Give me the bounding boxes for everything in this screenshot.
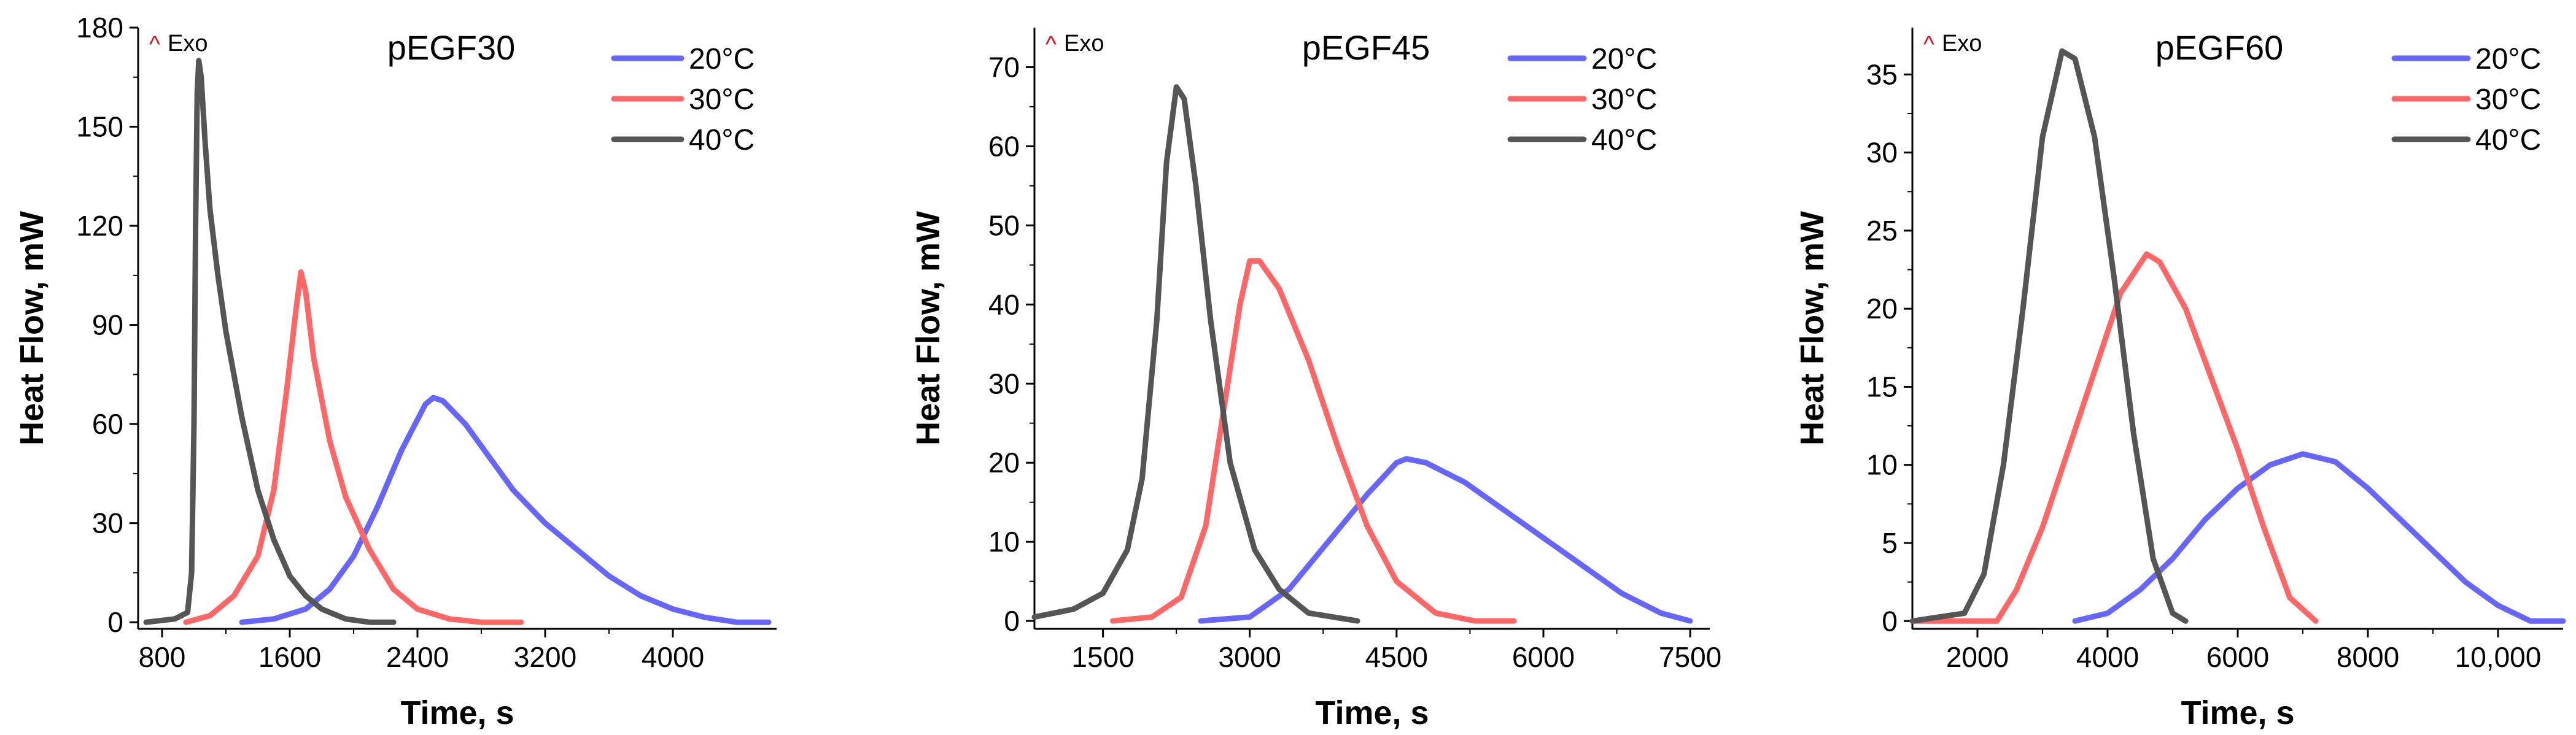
x-axis-title: Time, s	[1315, 695, 1429, 731]
y-tick-label: 60	[988, 130, 1020, 162]
y-tick-label: 10	[988, 526, 1020, 558]
chart-pegf30: 0 30 60 90 120 150 180 800 1600 2400 3200 4000 Time,…	[14, 12, 777, 731]
legend-label: 20°C	[2475, 43, 2541, 75]
legend-label: 30°C	[1591, 83, 1657, 116]
chart-panel-pegf45: 0 10 20 30 40 50 60 70 1500 3000 4500 6000 7500 Time,…	[896, 0, 1744, 735]
x-tick-label: 800	[139, 641, 186, 673]
x-axis-title: Time, s	[400, 695, 514, 731]
y-axis-title: Heat Flow, mW	[14, 211, 50, 445]
y-tick-label: 5	[1882, 527, 1898, 559]
series-line-40c	[1031, 84, 1360, 624]
chart-title: pEGF45	[1302, 28, 1430, 67]
chart-pegf60: 0 5 10 15 20 25 30 35 2000 4000 6000 8000 10,000 Time…	[1794, 28, 2566, 731]
y-tick-label: 0	[1004, 605, 1020, 637]
y-tick-label: 90	[92, 309, 123, 341]
y-tick-label: 50	[988, 209, 1020, 241]
y-tick-label: 0	[1882, 605, 1898, 637]
y-axis-title: Heat Flow, mW	[1794, 211, 1831, 445]
series-line-20c	[1198, 456, 1693, 624]
y-tick-label: 30	[988, 368, 1020, 399]
legend-label: 40°C	[1591, 124, 1657, 156]
chart-pegf45: 0 10 20 30 40 50 60 70 1500 3000 4500 6000 7500 Time,…	[910, 28, 1721, 731]
y-tick-label: 35	[1866, 58, 1898, 90]
legend-label: 20°C	[1591, 43, 1657, 75]
chart-title: pEGF60	[2155, 28, 2284, 67]
legend-label: 40°C	[2475, 124, 2541, 156]
y-tick-label: 150	[76, 111, 123, 143]
x-tick-label: 3000	[1219, 641, 1281, 673]
series-line-40c	[1909, 48, 2189, 624]
chart-title: pEGF30	[387, 28, 516, 67]
y-tick-label: 70	[988, 51, 1020, 83]
y-tick-label: 20	[988, 447, 1020, 479]
series-line-30c	[1110, 258, 1517, 624]
exo-label: Exo	[168, 31, 208, 56]
y-tick-label: 30	[1866, 137, 1898, 169]
exo-caret-icon: ^	[1046, 32, 1057, 58]
y-tick-label: 180	[76, 12, 123, 44]
x-tick-label: 10,000	[2455, 641, 2542, 673]
legend-label: 30°C	[689, 83, 755, 116]
y-tick-label: 40	[988, 288, 1020, 320]
exo-caret-icon: ^	[1923, 32, 1934, 58]
series-line-30c	[183, 269, 524, 625]
exo-label: Exo	[1064, 31, 1104, 56]
series-line-30c	[1909, 251, 2319, 624]
chart-panel-pegf60: 0 5 10 15 20 25 30 35 2000 4000 6000 8000 10,000 Time…	[1780, 0, 2576, 735]
x-axis-title: Time, s	[2181, 695, 2294, 731]
y-tick-label: 120	[76, 210, 123, 242]
x-tick-label: 6000	[1512, 641, 1575, 673]
series-line-40c	[143, 58, 397, 625]
y-axis-title: Heat Flow, mW	[910, 211, 947, 445]
x-tick-label: 2000	[1946, 641, 2009, 673]
y-tick-label: 10	[1866, 449, 1898, 481]
y-tick-label: 15	[1866, 371, 1898, 402]
exo-caret-icon: ^	[149, 32, 160, 58]
x-tick-label: 4000	[642, 641, 704, 673]
y-tick-label: 0	[107, 606, 123, 638]
x-tick-label: 8000	[2337, 641, 2399, 673]
y-tick-label: 25	[1866, 215, 1898, 247]
exo-label: Exo	[1942, 31, 1982, 56]
y-tick-label: 20	[1866, 293, 1898, 325]
x-tick-label: 2400	[386, 641, 449, 673]
legend-label: 20°C	[689, 43, 755, 75]
y-tick-label: 60	[92, 408, 123, 440]
x-tick-label: 7500	[1659, 641, 1721, 673]
legend-label: 40°C	[689, 124, 755, 156]
series-line-20c	[239, 394, 772, 625]
x-tick-label: 1500	[1071, 641, 1134, 673]
x-tick-label: 6000	[2206, 641, 2269, 673]
legend-label: 30°C	[2475, 83, 2541, 116]
x-tick-label: 1600	[258, 641, 321, 673]
x-tick-label: 4000	[2076, 641, 2139, 673]
chart-panel-pegf30: 0 30 60 90 120 150 180 800 1600 2400 3200 4000 Time,…	[0, 0, 810, 735]
y-tick-label: 30	[92, 507, 123, 539]
x-tick-label: 4500	[1365, 641, 1428, 673]
x-tick-label: 3200	[514, 641, 576, 673]
